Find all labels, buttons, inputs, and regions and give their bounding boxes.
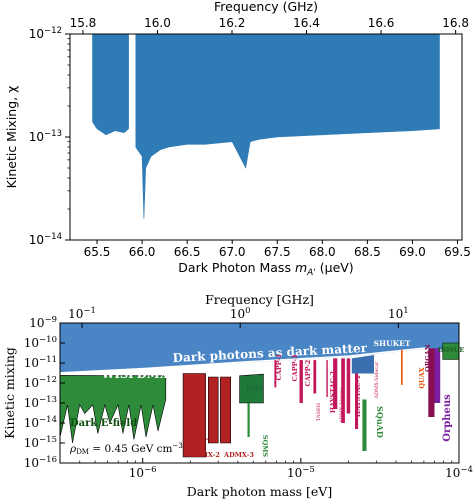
label-fast: FAST: [246, 384, 264, 392]
label-admx-1: ADMX-1: [182, 435, 213, 443]
region-capp-1: [274, 360, 277, 388]
region-admx-3: [220, 376, 231, 444]
y-tick-label: 10−15: [24, 435, 57, 450]
label-quax: QUAX: [418, 366, 426, 388]
x2-axis-label: Frequency (GHz): [214, 0, 318, 14]
x-axis-label: Dark photon mass [eV]: [187, 484, 332, 499]
label-admx-akrane: ADMX-Akrane: [339, 387, 345, 424]
label-squad: SQuAD: [375, 406, 385, 438]
exclusion-area-1: [92, 33, 129, 136]
region-haystac-1: [333, 358, 338, 409]
x-tick-label: 69.0: [399, 245, 426, 259]
x-tick-label: 10−6: [129, 465, 157, 480]
y-tick-label: 10−12: [29, 26, 62, 41]
x-tick-label: 65.5: [84, 245, 111, 259]
x-tick-label: 10−4: [445, 465, 473, 480]
label-shuket: SHUKET: [374, 339, 411, 348]
x2-tick-label: 10−1: [68, 306, 96, 321]
y-tick-label: 10−12: [24, 375, 57, 390]
region-dosue: [442, 342, 459, 360]
bottom-plot-frame: [59, 322, 460, 464]
x2-tick-label: 16.0: [144, 16, 171, 30]
y-axis-label: Kinetic mixing: [2, 347, 17, 439]
x-tick-label: 67.5: [264, 245, 291, 259]
region-sqms: [247, 403, 250, 437]
x-tick-label: 67.0: [219, 245, 246, 259]
x-tick-label: 68.0: [309, 245, 336, 259]
label-admx-sidecar: ADMX-Sidecar: [374, 361, 380, 400]
region-fast: [239, 373, 264, 404]
bottom-plot-area: [60, 323, 459, 458]
label-wispdmx: WISPDMX: [101, 367, 169, 381]
y-tick-label: 10−11: [24, 355, 57, 370]
x-tick-label: 68.5: [354, 245, 381, 259]
label-capp-1: CAPP-1: [275, 354, 283, 381]
label-dosue: DOSUE: [438, 346, 465, 354]
label-haystac-1: HAYSTAC-1: [354, 375, 362, 417]
y-tick-label: 10−13: [24, 395, 57, 410]
region-capp-2: [299, 360, 303, 403]
region-orpheus: [434, 348, 441, 403]
region-dark-photons-dm: [60, 323, 459, 374]
x2-tick-label: 16.4: [293, 16, 320, 30]
region-haystac-4: [355, 358, 359, 429]
region-haystac-2: [341, 358, 345, 423]
x2-axis-label: Frequency [GHz]: [205, 292, 314, 307]
label-admx-2: ADMX-2: [189, 451, 220, 459]
x2-tick-label: 16.6: [368, 16, 395, 30]
x-axis-label: Dark Photon Mass mA' (μeV): [178, 260, 353, 278]
x-tick-label: 66.5: [174, 245, 201, 259]
label-capp-3: CAPP-3: [291, 354, 299, 381]
x2-tick-label: 100: [230, 306, 251, 321]
y-tick-label: 10−13: [29, 129, 62, 144]
label-orpheus: Orpheus: [442, 394, 453, 442]
x2-tick-label: 15.8: [70, 16, 97, 30]
region-haystac-3: [346, 358, 351, 414]
region-capp-4: [326, 360, 328, 397]
region-squad: [362, 399, 367, 451]
label-capp-2: CAPP-2: [304, 360, 312, 387]
label-organ: ORGAN: [424, 344, 432, 372]
label-haystac-2: HAYSTAC-2: [329, 371, 337, 413]
label-rho-dm: ρDM = 0.45 GeV cm−3: [69, 442, 183, 456]
x2-tick-label: 16.8: [442, 16, 469, 30]
bottom-plot-layer: [60, 323, 459, 458]
region-wispdmx: [60, 375, 167, 444]
x2-tick-label: 16.2: [219, 16, 246, 30]
x-tick-label: 69.5: [444, 245, 471, 259]
y-tick-label: 10−16: [24, 455, 57, 470]
y-axis-label: Kinetic Mixing, χ: [4, 86, 19, 189]
y-tick-label: 10−14: [24, 415, 57, 430]
region-admx-2: [208, 376, 219, 444]
exclusion-area-2: [135, 33, 440, 220]
y-tick-label: 10−10: [24, 335, 57, 350]
label-admx-3: ADMX-3: [223, 451, 254, 459]
label-dark-e-field: Dark E-field: [70, 418, 137, 429]
y-tick-label: 10−14: [29, 232, 62, 247]
label-taseh: TASEH: [316, 402, 322, 421]
x2-tick-label: 101: [388, 306, 409, 321]
x-tick-label: 10−5: [287, 465, 315, 480]
x-tick-label: 66.0: [129, 245, 156, 259]
label-sqms: SQMS: [261, 435, 269, 458]
region-organ: [428, 348, 435, 417]
y-tick-label: 10−9: [29, 315, 57, 330]
region-quax: [401, 349, 403, 385]
region-admx-1: [182, 373, 206, 458]
region-capp-3: [313, 360, 317, 394]
region-shuket: [351, 355, 374, 374]
